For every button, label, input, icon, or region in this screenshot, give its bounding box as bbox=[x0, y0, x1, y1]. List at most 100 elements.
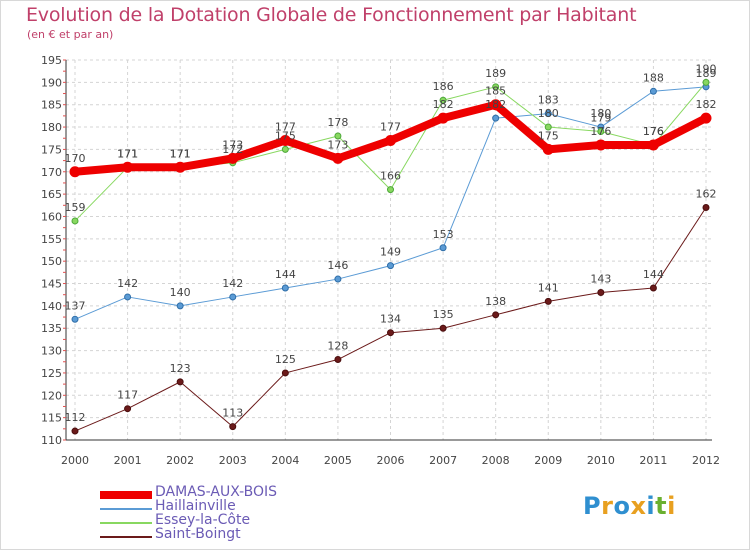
data-label: 137 bbox=[65, 299, 86, 312]
data-point bbox=[439, 244, 447, 252]
data-label: 180 bbox=[590, 107, 611, 120]
data-label: 142 bbox=[222, 277, 243, 290]
x-tick-label: 2009 bbox=[534, 454, 562, 467]
x-tick-label: 2004 bbox=[271, 454, 299, 467]
x-tick-label: 2007 bbox=[429, 454, 457, 467]
logo-letter: o bbox=[613, 492, 631, 520]
data-label: 176 bbox=[590, 125, 611, 138]
data-label: 138 bbox=[485, 295, 506, 308]
data-label: 142 bbox=[117, 277, 138, 290]
data-point bbox=[332, 152, 344, 164]
data-point bbox=[334, 356, 342, 364]
data-point bbox=[387, 329, 394, 337]
data-point bbox=[176, 378, 184, 386]
data-point bbox=[702, 78, 710, 86]
data-point bbox=[597, 128, 605, 136]
proxiti-logo: Proxiti bbox=[583, 492, 676, 520]
legend-swatch bbox=[100, 522, 152, 524]
data-label: 172 bbox=[222, 143, 243, 156]
legend-swatch bbox=[100, 508, 152, 510]
logo-letter: t bbox=[655, 492, 668, 520]
plot-area bbox=[66, 60, 712, 440]
data-label: 149 bbox=[380, 246, 401, 259]
data-label: 185 bbox=[485, 85, 506, 98]
data-label: 186 bbox=[433, 80, 454, 93]
y-tick-label: 195 bbox=[41, 54, 62, 67]
x-tick-label: 2006 bbox=[377, 454, 405, 467]
data-label: 173 bbox=[327, 138, 348, 151]
data-point bbox=[544, 123, 552, 131]
data-point bbox=[71, 217, 79, 225]
y-tick-label: 190 bbox=[41, 76, 62, 89]
data-point bbox=[124, 405, 132, 413]
data-point bbox=[229, 423, 237, 431]
data-point bbox=[647, 139, 659, 151]
data-point bbox=[176, 302, 184, 310]
data-point bbox=[227, 152, 239, 164]
data-point bbox=[649, 87, 657, 95]
y-tick-label: 160 bbox=[41, 210, 62, 223]
data-label: 141 bbox=[538, 281, 559, 294]
chart-title: Evolution de la Dotation Globale de Fonc… bbox=[26, 4, 637, 26]
data-label: 125 bbox=[275, 353, 296, 366]
data-label: 146 bbox=[327, 259, 348, 272]
data-point bbox=[279, 134, 291, 146]
data-point bbox=[492, 83, 500, 91]
y-tick-label: 135 bbox=[41, 322, 62, 335]
data-point bbox=[334, 275, 342, 283]
data-label: 143 bbox=[590, 272, 611, 285]
logo-letter: P bbox=[583, 492, 602, 520]
data-point bbox=[437, 112, 449, 124]
chart-subtitle: (en € et par an) bbox=[27, 28, 114, 41]
y-tick-label: 125 bbox=[41, 367, 62, 380]
x-tick-label: 2012 bbox=[692, 454, 720, 467]
y-tick-label: 170 bbox=[41, 166, 62, 179]
data-label: 178 bbox=[327, 116, 348, 129]
data-label: 190 bbox=[696, 62, 717, 75]
data-label: 179 bbox=[590, 112, 611, 125]
data-point bbox=[124, 293, 132, 301]
data-point bbox=[174, 161, 186, 173]
legend-label: Haillainville bbox=[155, 498, 236, 514]
data-label: 135 bbox=[433, 308, 454, 321]
x-tick-label: 2005 bbox=[324, 454, 352, 467]
y-tick-label: 130 bbox=[41, 345, 62, 358]
data-label: 177 bbox=[380, 120, 401, 133]
data-label: 175 bbox=[538, 129, 559, 142]
legend-label: Essey-la-Côte bbox=[155, 512, 251, 528]
data-label: 166 bbox=[380, 170, 401, 183]
data-point bbox=[281, 369, 289, 377]
data-label: 177 bbox=[275, 120, 296, 133]
data-point bbox=[71, 427, 79, 435]
x-tick-label: 2008 bbox=[482, 454, 510, 467]
data-label: 180 bbox=[538, 107, 559, 120]
y-tick-label: 185 bbox=[41, 99, 62, 112]
data-label: 183 bbox=[538, 94, 559, 107]
data-label: 159 bbox=[65, 201, 86, 214]
data-point bbox=[490, 99, 502, 111]
data-point bbox=[492, 114, 500, 122]
logo-letter: r bbox=[601, 492, 614, 520]
data-label: 144 bbox=[643, 268, 664, 281]
data-label: 175 bbox=[275, 129, 296, 142]
data-label: 117 bbox=[117, 389, 138, 402]
data-point bbox=[122, 161, 134, 173]
data-point bbox=[387, 262, 394, 270]
legend-label: Saint-Boingt bbox=[155, 526, 241, 542]
data-point bbox=[439, 96, 447, 104]
data-point bbox=[281, 284, 289, 292]
x-tick-label: 2010 bbox=[587, 454, 615, 467]
x-tick-label: 2011 bbox=[639, 454, 667, 467]
y-tick-label: 120 bbox=[41, 389, 62, 402]
data-label: 171 bbox=[170, 147, 191, 160]
y-tick-label: 140 bbox=[41, 300, 62, 313]
x-tick-label: 2000 bbox=[61, 454, 89, 467]
data-point bbox=[544, 110, 552, 118]
data-point bbox=[597, 288, 605, 296]
data-point bbox=[387, 186, 394, 194]
x-tick-label: 2003 bbox=[219, 454, 247, 467]
data-point bbox=[334, 132, 342, 140]
legend-swatch bbox=[100, 536, 152, 538]
y-tick-label: 110 bbox=[41, 434, 62, 447]
